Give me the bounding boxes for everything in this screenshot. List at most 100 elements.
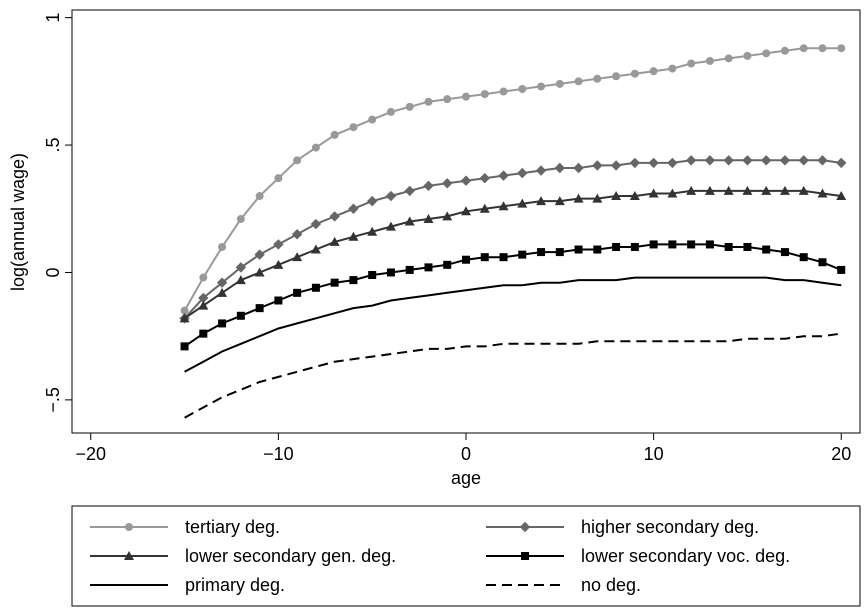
- data-point: [762, 49, 771, 58]
- data-point: [611, 191, 622, 201]
- data-point: [610, 160, 622, 171]
- data-point: [180, 342, 189, 351]
- x-tick-label: 20: [831, 444, 851, 464]
- data-point: [366, 195, 378, 207]
- y-tick-label: −.5: [43, 387, 63, 413]
- legend-item: no deg.: [486, 575, 641, 595]
- data-point: [424, 97, 433, 106]
- data-point: [216, 277, 228, 288]
- data-point: [629, 191, 640, 201]
- data-point: [255, 192, 264, 201]
- series-line: [184, 243, 842, 348]
- data-point: [235, 275, 246, 285]
- data-point: [199, 329, 208, 338]
- axes: −20 −10 0 10 20 −.5 0 .5 1: [43, 13, 851, 464]
- data-point: [255, 304, 264, 313]
- data-point: [274, 174, 283, 183]
- data-point: [780, 248, 789, 257]
- data-point: [687, 240, 696, 249]
- data-point: [799, 44, 808, 53]
- data-point: [518, 84, 527, 93]
- data-point: [724, 54, 733, 63]
- data-point: [555, 79, 564, 88]
- data-point: [592, 160, 603, 171]
- data-point: [612, 242, 621, 251]
- data-point: [705, 56, 714, 65]
- data-point: [668, 64, 677, 73]
- data-point: [687, 59, 696, 68]
- y-axis-label: log(annual wage): [8, 153, 28, 291]
- data-point: [762, 245, 771, 254]
- legend-label: primary deg.: [185, 575, 285, 595]
- data-point: [217, 287, 228, 297]
- data-point: [554, 196, 565, 206]
- series-line: [183, 159, 842, 319]
- series-no-deg: [184, 332, 842, 419]
- data-point: [273, 259, 284, 269]
- data-point: [442, 211, 453, 221]
- legend-marker: [125, 523, 133, 531]
- data-point: [310, 218, 322, 230]
- data-point: [629, 157, 641, 169]
- data-point: [798, 185, 809, 195]
- data-point: [180, 306, 189, 315]
- data-point: [574, 245, 583, 254]
- data-point: [254, 267, 265, 277]
- legend-marker: [519, 521, 531, 533]
- x-axis-label: age: [451, 468, 481, 488]
- data-point: [479, 203, 490, 213]
- data-point: [537, 82, 546, 91]
- data-point: [179, 313, 190, 323]
- data-point: [592, 193, 603, 203]
- data-point: [837, 265, 846, 274]
- data-point: [612, 72, 621, 81]
- data-point: [386, 107, 395, 116]
- series-primary-deg: [184, 276, 842, 373]
- y-tick-label: 0: [43, 267, 63, 277]
- data-point: [836, 157, 847, 169]
- legend-label: tertiary deg.: [185, 517, 280, 537]
- data-point: [291, 229, 303, 240]
- data-point: [254, 249, 265, 260]
- legend-item: higher secondary deg.: [486, 517, 759, 537]
- y-tick-label: 1: [43, 13, 63, 23]
- data-point: [273, 239, 284, 250]
- data-point: [443, 95, 452, 104]
- data-point: [498, 170, 509, 181]
- data-point: [818, 44, 827, 53]
- data-point: [537, 248, 546, 257]
- data-point: [668, 240, 677, 249]
- data-point: [479, 172, 490, 184]
- data-point: [311, 143, 320, 152]
- data-point: [423, 213, 434, 223]
- data-point: [667, 157, 678, 169]
- data-point: [480, 90, 489, 99]
- data-point: [518, 250, 527, 259]
- data-point: [573, 193, 584, 203]
- data-point: [724, 242, 733, 251]
- data-point: [461, 206, 471, 216]
- series-layer: [179, 44, 847, 419]
- data-point: [648, 157, 659, 169]
- data-point: [705, 240, 714, 249]
- data-point: [799, 253, 808, 262]
- data-point: [274, 296, 283, 305]
- data-point: [649, 240, 658, 249]
- data-point: [405, 265, 414, 274]
- data-point: [330, 130, 339, 139]
- data-point: [685, 155, 697, 166]
- data-point: [761, 185, 772, 195]
- data-point: [760, 155, 772, 166]
- data-point: [460, 175, 472, 186]
- data-point: [311, 283, 320, 292]
- legend-box: [71, 505, 861, 607]
- data-point: [723, 155, 734, 166]
- data-point: [743, 242, 752, 251]
- data-point: [630, 242, 639, 251]
- data-point: [780, 46, 789, 55]
- data-point: [573, 162, 584, 174]
- data-point: [198, 292, 209, 304]
- legend-marker: [521, 552, 529, 560]
- data-point: [330, 278, 339, 287]
